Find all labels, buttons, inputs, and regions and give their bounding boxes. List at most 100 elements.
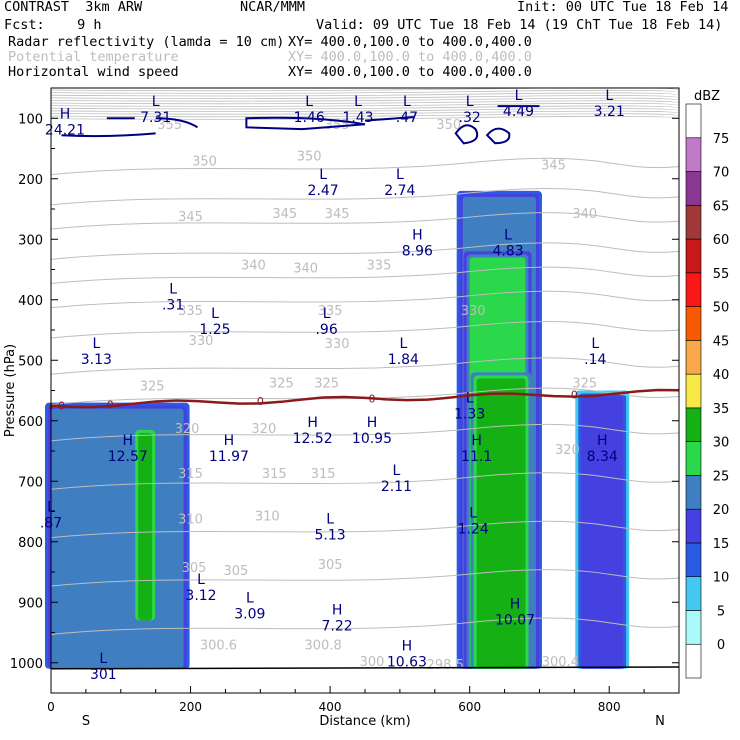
extremum-type: L bbox=[469, 506, 477, 522]
extremum-type: L bbox=[605, 88, 613, 104]
x-tick-label: 200 bbox=[179, 700, 202, 714]
theta-label: 350 bbox=[297, 150, 322, 165]
zero-line-label: 0 bbox=[368, 393, 375, 406]
header-model: CONTRAST 3km ARW bbox=[4, 0, 143, 15]
colorbar-tick-label: 15 bbox=[713, 537, 730, 552]
y-tick-label: 800 bbox=[18, 536, 43, 551]
theta-contour-upper bbox=[50, 105, 680, 110]
extremum-type: L bbox=[152, 94, 160, 110]
theta-label: 350 bbox=[436, 118, 461, 133]
theta-label: 330 bbox=[325, 337, 350, 352]
theta-label: 320 bbox=[555, 443, 580, 458]
theta-contour-upper bbox=[50, 102, 680, 107]
theta-contour bbox=[50, 212, 680, 230]
colorbar-unit: dBZ bbox=[694, 89, 720, 104]
zero-line-label: 0 bbox=[107, 398, 114, 411]
extremum-type: L bbox=[92, 336, 100, 352]
theta-contour bbox=[50, 617, 680, 635]
extremum-type: H bbox=[402, 639, 413, 655]
extremum-value: 2.11 bbox=[381, 479, 412, 495]
theta-contour bbox=[50, 187, 680, 206]
theta-contour bbox=[50, 157, 680, 176]
reflectivity-region-4 bbox=[476, 378, 526, 669]
zero-line bbox=[49, 388, 680, 409]
colorbar-swatch bbox=[685, 475, 702, 510]
theta-label: 300 bbox=[360, 655, 385, 670]
theta-contour bbox=[50, 520, 680, 539]
extremum-type: L bbox=[515, 88, 523, 104]
field-wind-name: Horizontal wind speed bbox=[8, 64, 179, 80]
extremum-value: 12.57 bbox=[108, 449, 148, 465]
colorbar-tick-label: 50 bbox=[713, 301, 730, 316]
extremum-value: .96 bbox=[315, 322, 337, 338]
y-axis-label: Pressure (hPa) bbox=[3, 344, 18, 437]
colorbar-swatch bbox=[685, 542, 702, 578]
colorbar-swatch bbox=[685, 306, 702, 341]
theta-label: 345 bbox=[178, 210, 203, 225]
extremum-value: 3.12 bbox=[185, 588, 216, 604]
extremum-value: 2.74 bbox=[384, 183, 415, 199]
theta-contour-upper bbox=[50, 89, 680, 94]
x-tick-label: 600 bbox=[458, 700, 481, 714]
extremum-type: L bbox=[392, 463, 400, 479]
y-tick-label: 400 bbox=[18, 294, 43, 309]
theta-label: 340 bbox=[572, 207, 597, 222]
extremum-type: L bbox=[326, 512, 334, 528]
theta-label: 300.4 bbox=[542, 655, 579, 670]
theta-label: 300.8 bbox=[305, 638, 342, 653]
colorbar-tick-label: 10 bbox=[713, 571, 730, 586]
extremum-type: L bbox=[399, 336, 407, 352]
extremum-value: 10.95 bbox=[352, 431, 392, 447]
colorbar-tick-label: 70 bbox=[713, 166, 730, 181]
theta-contour bbox=[50, 423, 680, 442]
theta-contour bbox=[50, 357, 680, 375]
theta-label: 325 bbox=[314, 376, 339, 391]
field-wind-xy: XY= 400.0,100.0 to 400.0,400.0 bbox=[288, 64, 532, 80]
theta-contour-upper bbox=[50, 100, 680, 105]
theta-label: 305 bbox=[182, 561, 207, 576]
extremum-type: L bbox=[403, 94, 411, 110]
extremum-type: L bbox=[246, 590, 254, 606]
extremum-value: 1.33 bbox=[454, 407, 485, 423]
extremum-value: 1.43 bbox=[342, 110, 373, 126]
extremum-value: 1.46 bbox=[294, 110, 325, 126]
extremum-type: H bbox=[60, 106, 71, 122]
colorbar-swatch bbox=[685, 610, 702, 645]
extremum-value: .47 bbox=[396, 110, 418, 126]
colorbar-tick-label: 75 bbox=[713, 132, 730, 147]
theta-contour bbox=[50, 569, 680, 587]
extremum-value: 10.07 bbox=[495, 612, 535, 628]
field-reflectivity-name: Radar reflectivity (lamda = 10 cm) bbox=[8, 34, 285, 50]
theta-label: 350 bbox=[192, 154, 217, 169]
colorbar-tick-label: 25 bbox=[713, 469, 730, 484]
theta-label: 330 bbox=[189, 334, 214, 349]
theta-label: 320 bbox=[251, 422, 276, 437]
theta-label: 330 bbox=[461, 304, 486, 319]
extremum-value: .14 bbox=[584, 352, 606, 368]
theta-label: 300.6 bbox=[200, 638, 237, 653]
extremum-type: H bbox=[307, 415, 318, 431]
theta-label: 335 bbox=[318, 304, 343, 319]
extremum-value: 7.22 bbox=[322, 618, 353, 634]
extremum-type: L bbox=[591, 336, 599, 352]
extremum-value: 12.52 bbox=[293, 431, 333, 447]
north-label: N bbox=[655, 714, 665, 729]
extremum-type: L bbox=[466, 94, 474, 110]
theta-label: 315 bbox=[178, 467, 203, 482]
y-tick-label: 700 bbox=[18, 475, 43, 490]
colorbar-tick-label: 30 bbox=[713, 436, 730, 451]
extremum-value: 4.83 bbox=[492, 243, 523, 259]
extremum-type: L bbox=[211, 306, 219, 322]
theta-label: 310 bbox=[178, 513, 203, 528]
extremum-type: H bbox=[510, 596, 521, 612]
zero-line-label: 0 bbox=[257, 395, 264, 408]
colorbar-swatch bbox=[685, 373, 702, 409]
extremum-value: 11.97 bbox=[209, 449, 249, 465]
extremum-value: 2.47 bbox=[308, 183, 339, 199]
extremum-type: L bbox=[169, 282, 177, 298]
x-tick-label: 800 bbox=[598, 700, 621, 714]
colorbar-swatch bbox=[685, 272, 702, 307]
extremum-value: 7.31 bbox=[140, 110, 171, 126]
theta-label: 298.5 bbox=[427, 658, 464, 673]
